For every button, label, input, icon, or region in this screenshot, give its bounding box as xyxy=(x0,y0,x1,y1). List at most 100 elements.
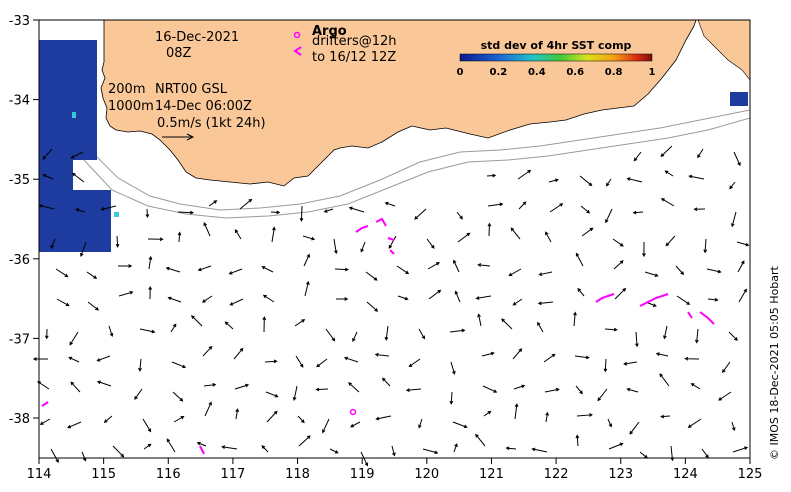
current-vector xyxy=(697,148,704,159)
isobath-label-1000m: 1000m xyxy=(108,99,154,114)
drifter-track xyxy=(199,445,205,455)
current-vector xyxy=(261,445,269,453)
current-vector xyxy=(477,313,482,327)
current-vector xyxy=(299,205,304,222)
current-vector xyxy=(334,267,349,272)
current-vector xyxy=(730,211,737,228)
argo-label: Argo xyxy=(312,24,347,39)
x-tick-label: 122 xyxy=(544,467,569,482)
argo-float-marker xyxy=(349,408,357,416)
argo-marker-icon xyxy=(293,31,301,39)
copyright-text: © IMOS 18-Dec-2021 05:05 Hobart xyxy=(768,266,781,460)
current-vector xyxy=(294,319,306,327)
current-vector xyxy=(644,271,659,277)
current-vector xyxy=(75,208,86,213)
colorbar-tick-label: 0 xyxy=(457,67,464,78)
current-vector xyxy=(688,174,705,180)
current-vector xyxy=(224,321,234,330)
current-vector xyxy=(397,295,409,301)
current-vector xyxy=(733,151,741,167)
current-vector xyxy=(396,265,410,275)
y-tick-label: -33 xyxy=(9,14,30,29)
current-vector xyxy=(295,355,304,368)
current-vector xyxy=(537,301,554,306)
current-vector xyxy=(360,451,369,467)
drifters-label-line1: drifters@12h xyxy=(312,34,397,49)
current-vector xyxy=(453,259,460,273)
current-vector xyxy=(603,358,608,373)
current-vector xyxy=(642,241,646,258)
current-vector xyxy=(348,382,360,393)
current-vector xyxy=(665,235,676,247)
current-vector xyxy=(575,385,583,395)
current-vector xyxy=(655,352,669,357)
current-vector xyxy=(177,231,182,243)
current-vector xyxy=(422,448,439,455)
current-vector xyxy=(388,235,397,249)
y-tick-label: -37 xyxy=(9,332,30,347)
current-vector xyxy=(694,328,699,344)
current-vector xyxy=(549,203,564,213)
drifter-marker-icon xyxy=(293,46,302,56)
colorbar: std dev of 4hr SST comp 0 0.2 0.4 0.6 0.8 1 xyxy=(457,39,656,78)
current-vector xyxy=(629,421,640,435)
current-vector xyxy=(579,175,593,187)
current-vector xyxy=(483,410,492,417)
current-vector xyxy=(517,169,532,180)
current-vector xyxy=(729,181,736,190)
current-vector xyxy=(197,265,212,272)
current-vector xyxy=(384,201,396,207)
current-vector xyxy=(605,208,613,224)
current-vectors xyxy=(32,145,750,467)
current-vector xyxy=(81,451,87,462)
current-vector xyxy=(366,301,379,312)
colorbar-tick-label: 0.2 xyxy=(490,67,508,78)
current-vector xyxy=(391,445,396,457)
current-vector xyxy=(659,373,670,387)
current-vector xyxy=(365,271,378,281)
current-vector xyxy=(544,387,560,393)
current-vector xyxy=(229,298,244,306)
current-vector xyxy=(487,222,492,237)
current-vector xyxy=(538,271,553,277)
current-vector xyxy=(736,241,750,247)
current-vector xyxy=(486,173,497,178)
x-tick-label: 123 xyxy=(608,467,633,482)
drifter-track xyxy=(41,401,49,407)
current-vector xyxy=(360,241,366,253)
x-tick-label: 124 xyxy=(673,467,698,482)
current-vector xyxy=(456,211,463,220)
current-vector xyxy=(201,295,213,303)
current-vector xyxy=(148,255,153,270)
current-vector xyxy=(452,421,468,429)
current-vector xyxy=(512,348,523,360)
isobath-1000m xyxy=(83,117,750,219)
current-vector xyxy=(384,325,389,341)
current-vector xyxy=(325,328,336,342)
current-vector xyxy=(32,357,49,361)
current-vector xyxy=(607,418,613,428)
current-vector xyxy=(167,296,182,303)
current-vector xyxy=(482,385,498,393)
current-vector xyxy=(343,356,359,363)
current-vector xyxy=(261,266,274,273)
current-vector xyxy=(208,200,218,207)
current-vector xyxy=(333,238,338,255)
drifter-track xyxy=(375,217,387,227)
colorbar-tick-label: 1 xyxy=(649,67,656,78)
current-vector xyxy=(50,238,56,250)
current-vector xyxy=(292,385,298,402)
y-tick-label: -36 xyxy=(9,253,30,268)
current-vector xyxy=(426,238,435,249)
isobath-200m xyxy=(89,109,750,211)
current-vector xyxy=(731,421,736,432)
x-tick-label: 120 xyxy=(414,467,439,482)
current-vector xyxy=(573,311,577,327)
current-vector xyxy=(322,418,330,434)
current-vector xyxy=(350,421,361,428)
current-vector xyxy=(100,205,117,211)
current-vector xyxy=(508,268,522,277)
current-vector xyxy=(172,391,184,402)
current-vector xyxy=(514,403,519,420)
x-tick-label: 121 xyxy=(479,467,504,482)
